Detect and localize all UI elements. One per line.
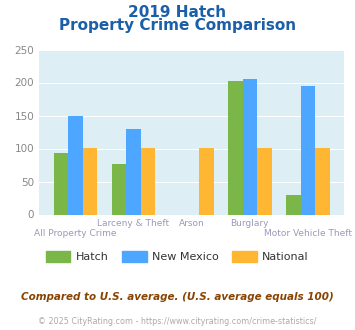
Text: Property Crime Comparison: Property Crime Comparison xyxy=(59,18,296,33)
Bar xyxy=(54,153,68,214)
Text: 2019 Hatch: 2019 Hatch xyxy=(129,5,226,20)
Bar xyxy=(199,148,213,214)
Text: © 2025 CityRating.com - https://www.cityrating.com/crime-statistics/: © 2025 CityRating.com - https://www.city… xyxy=(38,317,317,326)
Bar xyxy=(315,148,330,214)
Bar xyxy=(112,164,126,214)
Bar xyxy=(68,115,83,214)
Bar xyxy=(126,129,141,214)
Text: Compared to U.S. average. (U.S. average equals 100): Compared to U.S. average. (U.S. average … xyxy=(21,292,334,302)
Bar xyxy=(83,148,97,214)
Text: Larceny & Theft: Larceny & Theft xyxy=(98,219,170,228)
Text: All Property Crime: All Property Crime xyxy=(34,229,117,238)
Bar xyxy=(141,148,155,214)
Legend: Hatch, New Mexico, National: Hatch, New Mexico, National xyxy=(42,247,313,267)
Bar xyxy=(257,148,272,214)
Text: Motor Vehicle Theft: Motor Vehicle Theft xyxy=(264,229,352,238)
Bar xyxy=(286,195,301,214)
Bar xyxy=(301,86,315,214)
Bar xyxy=(242,79,257,214)
Text: Burglary: Burglary xyxy=(231,219,269,228)
Bar xyxy=(228,81,242,214)
Text: Arson: Arson xyxy=(179,219,204,228)
